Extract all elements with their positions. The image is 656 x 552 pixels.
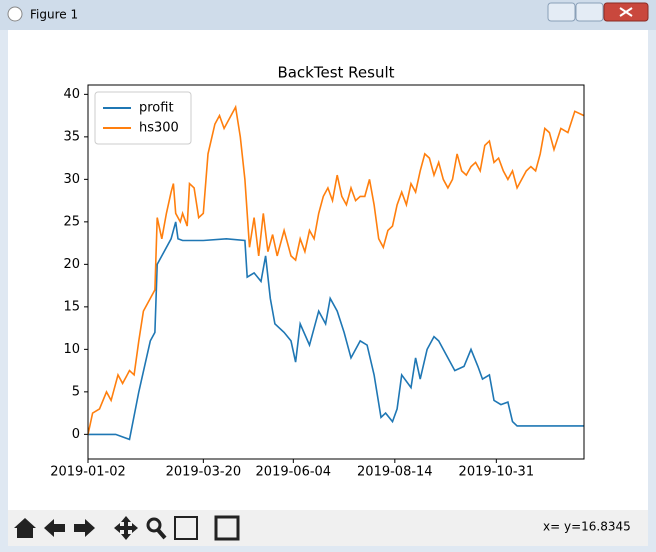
y-tick-label: 5 [72, 384, 80, 399]
x-tick-label: 2019-08-14 [357, 465, 433, 480]
save-button[interactable] [214, 515, 240, 541]
y-tick-label: 10 [63, 342, 80, 357]
x-tick-label: 2019-03-20 [166, 465, 242, 480]
coordinate-status: x= y=16.8345 [543, 520, 631, 534]
y-tick-label: 25 [63, 214, 80, 229]
y-tick-label: 40 [63, 87, 80, 102]
y-tick-label: 15 [63, 299, 80, 314]
axes-frame [87, 84, 585, 460]
window-title: Figure 1 [30, 8, 78, 22]
line [87, 104, 585, 435]
back-button[interactable] [44, 519, 65, 537]
zoom-handle [156, 528, 167, 540]
legend-label: hs300 [139, 121, 179, 136]
app-icon [7, 6, 23, 22]
x-tick-label: 2019-10-31 [459, 465, 535, 480]
legend-label: profit [139, 101, 174, 116]
minimize-button[interactable] [547, 2, 576, 22]
toolbar-buttons [14, 515, 240, 541]
y-tick-label: 0 [72, 427, 80, 442]
y-tick-label: 35 [63, 129, 80, 144]
pan-button[interactable] [114, 516, 138, 540]
home-button[interactable] [14, 518, 36, 538]
y-tick-label: 30 [63, 172, 80, 187]
legend-box [94, 91, 192, 145]
title-bar [0, 0, 656, 30]
plot: 0 5 10 15 20 25 30 35 40 2019-01-02 2019-03-20 2019… [50, 84, 585, 480]
chart-title: BackTest Result [277, 64, 394, 82]
line [88, 221, 584, 441]
maximize-button[interactable] [575, 2, 604, 22]
close-icon [619, 7, 633, 17]
forward-button[interactable] [74, 519, 95, 537]
x-tick-label: 2019-01-02 [50, 465, 126, 480]
zoom-button[interactable] [146, 517, 162, 533]
configure-button[interactable] [174, 516, 198, 540]
y-tick-label: 20 [63, 257, 80, 272]
x-tick-label: 2019-06-04 [256, 465, 332, 480]
